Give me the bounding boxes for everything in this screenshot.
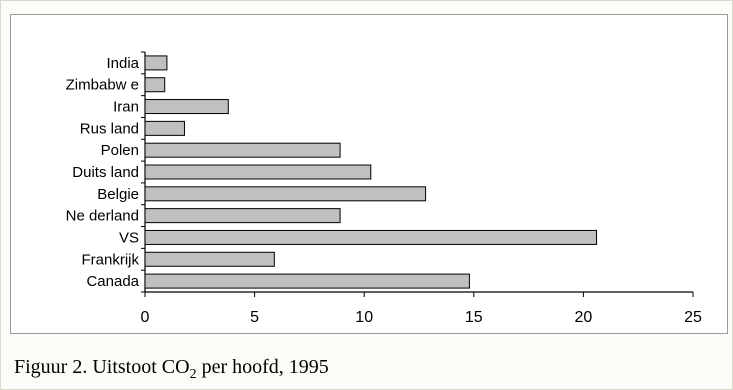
y-tick-label: Polen xyxy=(101,142,139,159)
x-tick-label: 25 xyxy=(684,309,702,326)
bar xyxy=(144,208,341,224)
y-tick-label: Rus land xyxy=(80,120,139,137)
y-tick-label: India xyxy=(106,55,139,72)
x-tick-label: 0 xyxy=(141,309,150,326)
bar xyxy=(144,273,470,289)
bar xyxy=(144,142,341,158)
x-tick-label: 5 xyxy=(250,309,259,326)
caption-prefix: Figuur 2. Uitstoot CO xyxy=(14,356,190,378)
bar xyxy=(144,77,166,93)
y-tick-label: Canada xyxy=(86,273,139,290)
y-tick-label: Zimbabw e xyxy=(66,77,139,94)
x-tick-label: 10 xyxy=(355,309,373,326)
bar xyxy=(144,251,275,267)
y-tick-label: Iran xyxy=(113,99,139,116)
x-tick-label: 15 xyxy=(465,309,483,326)
y-tick-label: VS xyxy=(119,229,139,246)
bar xyxy=(144,186,427,202)
bar xyxy=(144,120,185,136)
y-tick-label: Duits land xyxy=(72,164,139,181)
y-tick-label: Frankrijk xyxy=(81,251,139,268)
y-tick-label: Ne derland xyxy=(66,208,139,225)
figure-caption: Figuur 2. Uitstoot CO2 per hoofd, 1995 xyxy=(14,356,329,383)
x-tick-label: 20 xyxy=(575,309,593,326)
y-tick-label: Belgie xyxy=(97,186,139,203)
caption-suffix: per hoofd, 1995 xyxy=(196,356,329,378)
bar xyxy=(144,99,229,115)
bar xyxy=(144,164,372,180)
bar xyxy=(144,229,598,245)
bar xyxy=(144,55,168,71)
caption-subscript: 2 xyxy=(189,367,197,382)
